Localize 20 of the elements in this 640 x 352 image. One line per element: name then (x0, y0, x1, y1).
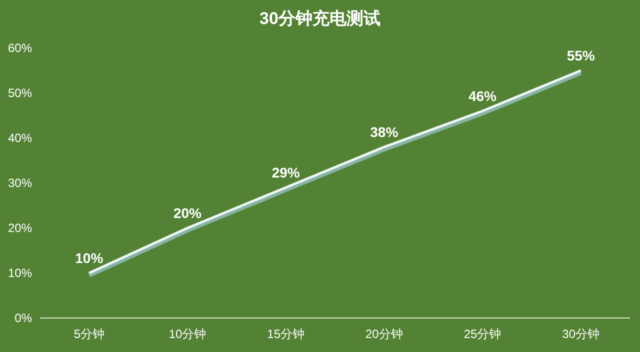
y-tick-label: 30% (8, 176, 32, 190)
y-tick-label: 20% (8, 221, 32, 235)
x-tick-label: 10分钟 (168, 327, 206, 341)
text: 20% (173, 205, 202, 221)
y-tick-label: 50% (8, 86, 32, 100)
text: 10% (75, 250, 104, 266)
text: 38% (370, 124, 398, 140)
text: 55% (566, 48, 595, 64)
x-tick-label: 15分钟 (267, 327, 305, 341)
y-tick-label: 10% (8, 266, 32, 280)
x-tick-label: 25分钟 (464, 327, 502, 341)
chart-title: 30分钟充电测试 (260, 9, 380, 28)
text: 29% (272, 164, 300, 180)
y-tick-label: 60% (8, 41, 32, 55)
x-tick-label: 30分钟 (562, 327, 600, 341)
y-tick-label: 40% (8, 131, 32, 145)
x-tick-label: 5分钟 (74, 327, 105, 341)
y-tick-label: 0% (14, 311, 32, 325)
x-tick-label: 20分钟 (365, 327, 403, 341)
text: 46% (468, 88, 497, 104)
